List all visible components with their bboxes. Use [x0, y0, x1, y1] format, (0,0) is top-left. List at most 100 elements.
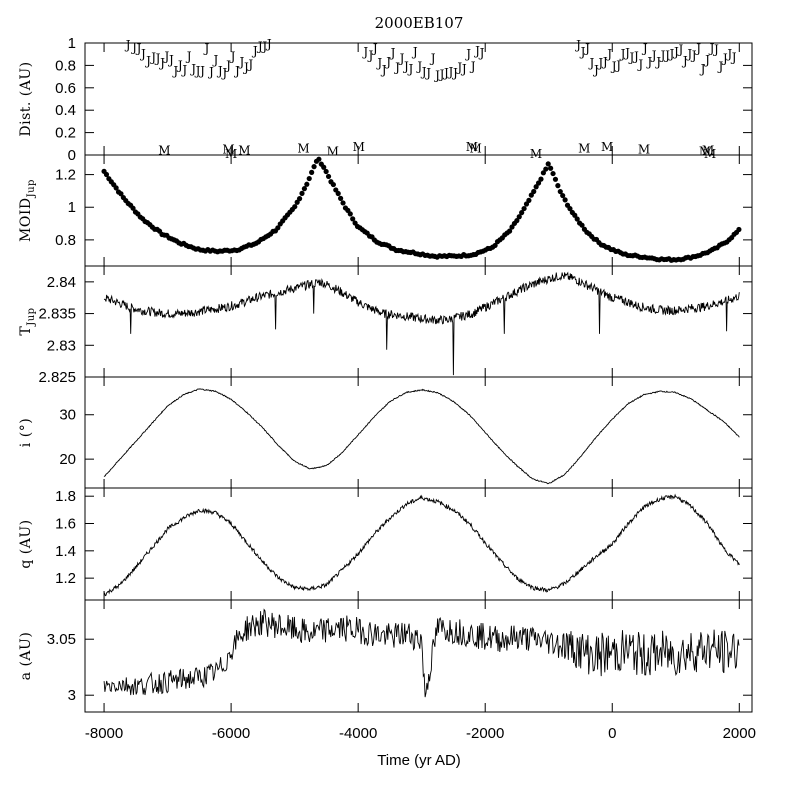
data-point: [574, 216, 580, 222]
y-tick-label: 0: [68, 147, 76, 164]
marker-J: J: [260, 39, 267, 53]
data-point: [516, 214, 522, 220]
marker-J: J: [685, 47, 692, 61]
marker-J: J: [189, 62, 196, 76]
marker-J: J: [203, 42, 210, 56]
marker-J: J: [251, 44, 258, 58]
marker-J: J: [198, 64, 205, 78]
marker-J: J: [380, 63, 387, 77]
panel-frame: [84, 599, 753, 713]
marker-J: J: [464, 47, 471, 61]
marker-J: J: [256, 39, 263, 53]
y-tick-label: 0.8: [55, 232, 76, 249]
x-tick-label: 0: [608, 725, 616, 742]
marker-J: J: [478, 46, 485, 60]
data-point: [113, 185, 119, 191]
marker-J: J: [574, 38, 581, 52]
marker-J: J: [135, 42, 142, 56]
marker-J: J: [668, 47, 675, 61]
marker-J: J: [366, 48, 373, 62]
data-point: [538, 176, 544, 182]
marker-M: M: [466, 140, 478, 154]
data-point: [275, 225, 281, 231]
y-axis-label: MOIDJup: [18, 179, 37, 242]
data-point: [299, 190, 305, 196]
data-point: [736, 226, 742, 233]
marker-J: J: [654, 55, 661, 69]
panel-a: -8000 -6000 -4000 -2000 0 2000 3 3.05 a (AU): [18, 599, 756, 742]
marker-J: J: [442, 66, 449, 80]
y-tick-label: 3: [68, 687, 76, 704]
data-point: [519, 210, 525, 216]
data-point: [543, 166, 549, 172]
y-axis-label: i (°): [18, 418, 34, 447]
data-point: [560, 192, 566, 199]
y-tick-label: 1: [68, 199, 76, 216]
data-point: [557, 188, 563, 195]
y-axis-label: Dist. (AU): [18, 61, 34, 136]
marker-M: M: [297, 141, 309, 155]
x-axis-label: Time (yr AD): [377, 752, 461, 769]
marker-J: J: [716, 60, 723, 74]
marker-M: M: [704, 147, 716, 161]
marker-J: J: [645, 55, 652, 69]
marker-J: J: [650, 48, 657, 62]
marker-J: J: [579, 45, 586, 59]
data-point: [103, 171, 110, 178]
marker-M: M: [238, 144, 250, 158]
data-point: [545, 161, 551, 167]
data-point: [130, 205, 136, 211]
data-point: [548, 165, 554, 171]
marker-M: M: [158, 144, 170, 158]
y-axis-label: q (AU): [18, 519, 34, 568]
data-point: [492, 242, 498, 249]
data-point: [506, 228, 513, 234]
marker-J: J: [659, 48, 666, 62]
marker-J: J: [632, 49, 639, 63]
marker-J: J: [158, 56, 165, 70]
marker-J: J: [672, 45, 679, 59]
marker-J: J: [460, 62, 467, 76]
y-tick-label: 1: [68, 35, 76, 52]
marker-J: J: [167, 53, 174, 67]
x-tick-label: -4000: [339, 725, 377, 742]
data-point: [325, 173, 332, 180]
data-point: [535, 180, 542, 186]
marker-J: J: [149, 51, 156, 65]
marker-J: J: [154, 52, 161, 66]
data-point: [118, 191, 124, 197]
marker-J: J: [246, 57, 253, 71]
data-point: [338, 195, 344, 201]
marker-J: J: [699, 62, 706, 76]
y-axis-label-subscript: Jup: [26, 307, 37, 326]
marker-J: J: [469, 60, 476, 74]
data-point: [531, 188, 537, 195]
y-tick-label: 30: [59, 407, 76, 424]
marker-J: J: [420, 65, 427, 79]
marker-J: J: [433, 68, 440, 82]
marker-J: J: [229, 49, 236, 63]
data-point: [340, 200, 346, 206]
marker-J: J: [636, 57, 643, 71]
data-point: [521, 205, 527, 212]
data-point: [550, 170, 556, 177]
data-point: [311, 164, 317, 170]
marker-J: J: [681, 54, 688, 68]
marker-J: J: [605, 47, 612, 61]
marker-M: M: [222, 142, 234, 156]
marker-J: J: [614, 58, 621, 72]
data-point: [540, 170, 546, 176]
marker-J: J: [375, 56, 382, 70]
y-tick-label: 1.4: [55, 543, 76, 560]
data-point: [350, 216, 356, 222]
series-line: [103, 493, 740, 597]
marker-J: J: [216, 64, 223, 78]
marker-J: J: [384, 55, 391, 69]
marker-J: J: [694, 42, 701, 56]
data-point: [562, 197, 568, 203]
marker-J: J: [406, 62, 413, 76]
marker-J: J: [730, 51, 737, 65]
marker-M: M: [530, 147, 542, 161]
